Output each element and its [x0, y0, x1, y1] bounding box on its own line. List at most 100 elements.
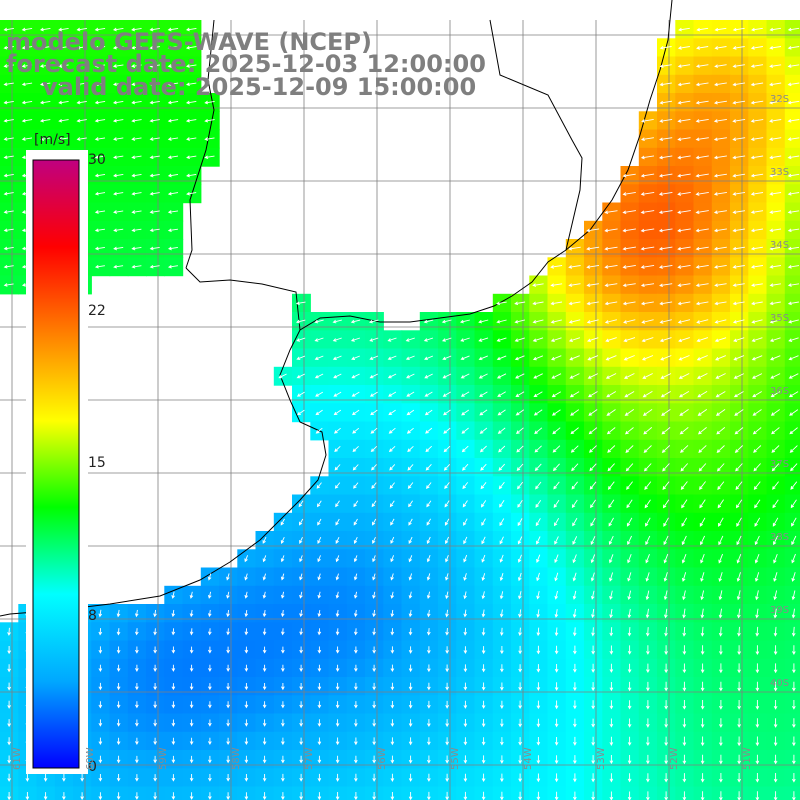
wind-arrow — [168, 246, 178, 251]
wind-arrow — [131, 264, 142, 269]
lat-label: 32S — [770, 94, 790, 105]
wind-cell — [602, 458, 622, 477]
wind-cell — [91, 38, 111, 58]
wind-arrow — [167, 118, 179, 123]
wind-arrow — [21, 100, 33, 105]
wind-arrow — [677, 82, 691, 87]
wind-arrow — [697, 391, 708, 398]
wind-arrow — [40, 137, 51, 141]
wind-arrow — [335, 664, 340, 672]
wind-cell — [675, 458, 695, 477]
wind-arrow — [773, 754, 778, 765]
wind-arrow — [481, 646, 486, 655]
wind-arrow — [787, 173, 800, 178]
wind-cell — [766, 512, 786, 532]
wind-arrow — [536, 627, 541, 637]
wind-arrow — [514, 337, 525, 342]
wind-arrow — [354, 646, 358, 654]
wind-arrow — [715, 373, 726, 379]
wind-arrow — [645, 517, 651, 527]
wind-arrow — [733, 373, 744, 379]
wind-arrow — [445, 536, 450, 545]
wind-arrow — [244, 774, 249, 782]
wind-arrow — [643, 445, 652, 453]
wind-arrow — [94, 27, 106, 32]
wind-arrow — [408, 628, 413, 636]
wind-arrow — [792, 736, 796, 747]
wind-arrow — [463, 682, 468, 691]
wind-cell — [91, 111, 111, 131]
wind-arrow — [663, 517, 669, 527]
wind-arrow — [445, 555, 449, 563]
wind-arrow — [682, 700, 687, 710]
wind-cell — [401, 549, 421, 569]
wind-arrow — [481, 719, 486, 728]
wind-arrow — [750, 228, 764, 233]
wind-arrow — [769, 155, 782, 160]
wind-arrow — [149, 228, 160, 233]
wind-arrow — [332, 319, 342, 324]
wind-arrow — [149, 45, 160, 50]
wind-arrow — [76, 118, 87, 123]
wind-cell — [292, 330, 311, 350]
wind-arrow — [573, 682, 577, 692]
wind-arrow — [480, 482, 487, 490]
wind-arrow — [444, 482, 450, 490]
wind-arrow — [626, 499, 633, 509]
wind-arrow — [554, 609, 559, 618]
wind-arrow — [553, 499, 560, 508]
wind-arrow — [149, 100, 160, 105]
wind-cell — [511, 293, 530, 313]
wind-arrow — [278, 373, 287, 379]
wind-arrow — [678, 391, 690, 398]
wind-arrow — [518, 718, 522, 728]
lon-label: 57W — [304, 747, 315, 770]
wind-cell — [620, 549, 640, 569]
wind-arrow — [390, 701, 395, 709]
wind-arrow — [659, 46, 672, 50]
wind-cell — [438, 421, 457, 441]
wind-arrow — [353, 609, 358, 618]
wind-cell — [748, 549, 768, 569]
wind-arrow — [281, 701, 285, 709]
wind-arrow — [591, 736, 595, 746]
wind-arrow — [427, 737, 431, 746]
wind-cell — [602, 421, 622, 441]
wind-cell — [401, 421, 421, 441]
wind-arrow — [478, 373, 488, 379]
wind-arrow — [463, 536, 468, 545]
wind-cell — [711, 421, 731, 441]
wind-arrow — [517, 481, 524, 490]
wind-arrow — [697, 409, 708, 416]
wind-arrow — [317, 537, 322, 544]
wind-cell — [547, 458, 567, 477]
wind-arrow — [7, 682, 11, 691]
wind-arrow — [441, 337, 452, 342]
wind-cell — [310, 512, 330, 532]
wind-cell — [547, 366, 567, 386]
wind-arrow — [517, 572, 522, 582]
wind-arrow — [334, 464, 341, 471]
wind-arrow — [388, 409, 396, 416]
wind-cell — [620, 330, 640, 350]
wind-arrow — [719, 681, 723, 692]
wind-cell — [620, 366, 640, 386]
wind-cell — [784, 731, 800, 751]
wind-arrow — [426, 609, 431, 618]
wind-arrow — [570, 409, 580, 416]
wind-arrow — [627, 572, 632, 582]
wind-arrow — [769, 210, 782, 214]
wind-arrow — [571, 499, 578, 509]
wind-cell — [401, 439, 421, 459]
wind-arrow — [424, 373, 433, 379]
wind-arrow — [390, 518, 395, 526]
wind-arrow — [568, 265, 581, 269]
wind-arrow — [480, 500, 487, 508]
wind-arrow — [753, 481, 761, 490]
wind-arrow — [445, 646, 449, 654]
wind-arrow — [317, 792, 322, 800]
wind-cell — [711, 111, 731, 131]
wind-arrow — [553, 481, 560, 490]
wind-cell — [273, 512, 293, 532]
wind-arrow — [792, 700, 796, 710]
